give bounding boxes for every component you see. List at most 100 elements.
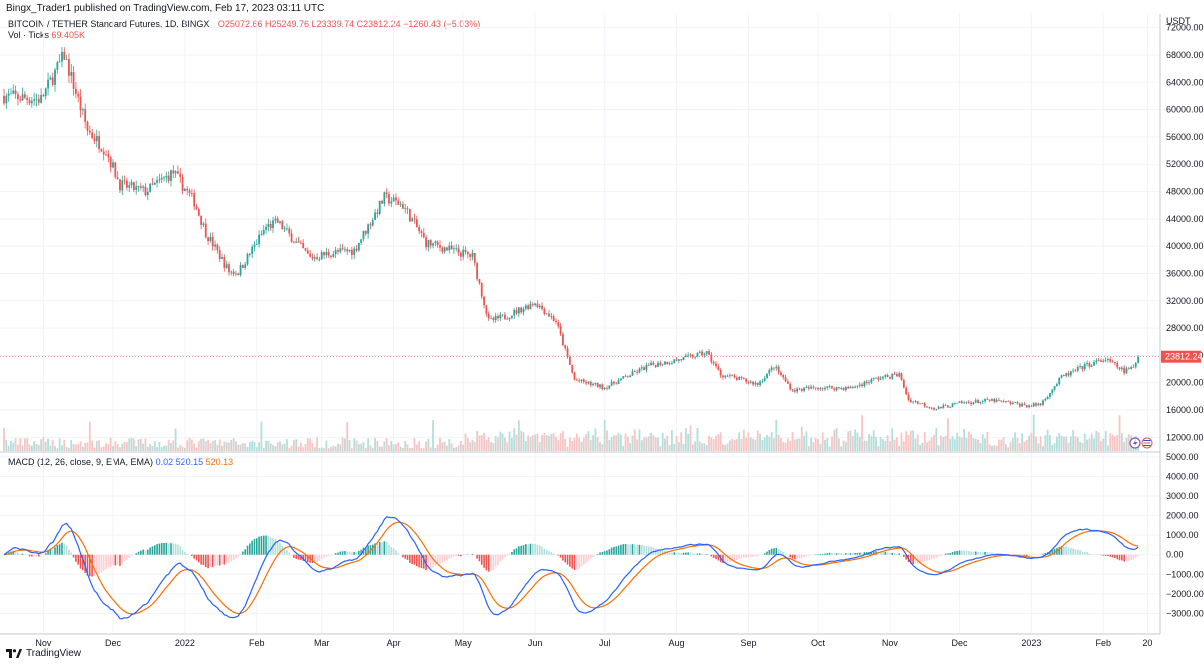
volume-bar xyxy=(599,442,601,451)
candle-body xyxy=(566,348,569,357)
macd-label[interactable]: MACD (12, 26, close, 9, EMA, EMA) xyxy=(8,457,154,467)
candle-body xyxy=(719,369,722,376)
volume-bar xyxy=(610,437,613,451)
macd-histogram-bar xyxy=(1116,554,1119,560)
candle-body xyxy=(186,188,189,191)
volume-bar xyxy=(861,415,864,451)
candle-body xyxy=(536,303,539,308)
macd-histogram-bar xyxy=(279,542,281,555)
candle-body xyxy=(747,381,750,383)
candle-body xyxy=(1060,375,1063,378)
volume-bar xyxy=(98,440,100,451)
volume-bar xyxy=(1058,432,1061,451)
volume-bar xyxy=(158,441,161,451)
candle-body xyxy=(448,245,451,251)
volume-bar xyxy=(28,444,31,451)
candle-body xyxy=(522,308,525,313)
volume-bar xyxy=(828,446,831,451)
macd-signal-value: 520.13 xyxy=(205,457,234,467)
volume-bar xyxy=(921,442,924,451)
candle-body xyxy=(216,244,219,251)
flag-us-icon-stripes xyxy=(1143,442,1151,444)
volume-bar xyxy=(353,438,356,451)
candle-body xyxy=(248,253,251,255)
volume-bar xyxy=(965,437,968,451)
candle-body xyxy=(912,401,915,403)
time-tick-label: Aug xyxy=(669,638,685,648)
candle-body xyxy=(232,271,235,274)
macd-histogram-bar xyxy=(337,552,339,555)
candle-body xyxy=(244,264,247,268)
candle-body xyxy=(188,190,191,193)
macd-histogram-bar xyxy=(842,553,845,555)
candle-body xyxy=(494,315,497,321)
candle-body xyxy=(900,373,903,380)
volume-bar xyxy=(724,444,727,451)
time-tick-label: 2022 xyxy=(175,638,195,648)
volume-label[interactable]: Vol · Ticks xyxy=(8,30,50,40)
macd-histogram-bar xyxy=(151,546,154,555)
volume-bar xyxy=(926,442,928,451)
candle-body xyxy=(687,354,690,356)
macd-histogram-bar xyxy=(743,554,745,558)
volume-bar xyxy=(940,435,942,451)
volume-bar xyxy=(782,441,785,451)
macd-histogram-bar xyxy=(1065,546,1067,555)
candle-body xyxy=(443,247,446,252)
macd-histogram-bar xyxy=(174,543,177,555)
candle-body xyxy=(534,303,536,306)
candle-body xyxy=(856,385,859,387)
macd-histogram-bar xyxy=(916,554,919,564)
macd-histogram-bar xyxy=(214,554,216,566)
candle-body xyxy=(357,243,360,251)
volume-bar xyxy=(281,444,284,451)
volume-bar xyxy=(1079,442,1082,451)
candle-body xyxy=(58,61,61,63)
macd-histogram-bar xyxy=(355,552,358,555)
volume-bar xyxy=(810,437,812,451)
volume-bar xyxy=(731,438,734,451)
candle-body xyxy=(884,374,887,377)
volume-bar xyxy=(863,440,866,451)
candle-body xyxy=(309,253,312,257)
candle-body xyxy=(476,262,479,280)
volume-bar xyxy=(872,430,875,451)
volume-bar xyxy=(286,439,288,451)
macd-histogram-bar xyxy=(107,554,110,568)
macd-histogram-bar xyxy=(1053,548,1056,555)
candle-body xyxy=(898,373,901,377)
macd-histogram-bar xyxy=(177,544,179,555)
volume-bar xyxy=(643,437,645,451)
volume-bar xyxy=(33,441,36,451)
macd-histogram-bar xyxy=(325,554,328,557)
candle-body xyxy=(5,95,8,104)
macd-histogram-bar xyxy=(1063,546,1065,555)
volume-bar xyxy=(88,422,91,451)
candle-body xyxy=(223,257,226,268)
candle-body xyxy=(800,388,803,391)
macd-histogram-bar xyxy=(726,554,729,563)
volume-bar xyxy=(422,448,425,451)
candle-body xyxy=(84,109,87,122)
candle-body xyxy=(1051,389,1054,394)
volume-bar xyxy=(84,443,87,451)
candle-body xyxy=(940,406,942,409)
volume-bar xyxy=(726,443,729,451)
candle-body xyxy=(369,224,372,226)
macd-histogram-bar xyxy=(940,554,942,556)
candle-body xyxy=(773,367,775,369)
candle-body xyxy=(608,385,611,389)
volume-bar xyxy=(485,439,488,451)
volume-bar xyxy=(114,441,117,451)
symbol-name[interactable]: BITCOIN / TETHER Standard Futures, 1D, B… xyxy=(8,19,210,29)
candle-body xyxy=(970,402,973,405)
candle-body xyxy=(95,136,98,142)
macd-histogram-bar xyxy=(852,553,854,555)
volume-bar xyxy=(12,442,15,451)
volume-bar xyxy=(789,440,792,451)
candle-body xyxy=(272,220,274,229)
event-icons[interactable] xyxy=(1129,437,1153,449)
macd-histogram-bar xyxy=(1072,548,1074,555)
volume-bar xyxy=(494,436,497,451)
